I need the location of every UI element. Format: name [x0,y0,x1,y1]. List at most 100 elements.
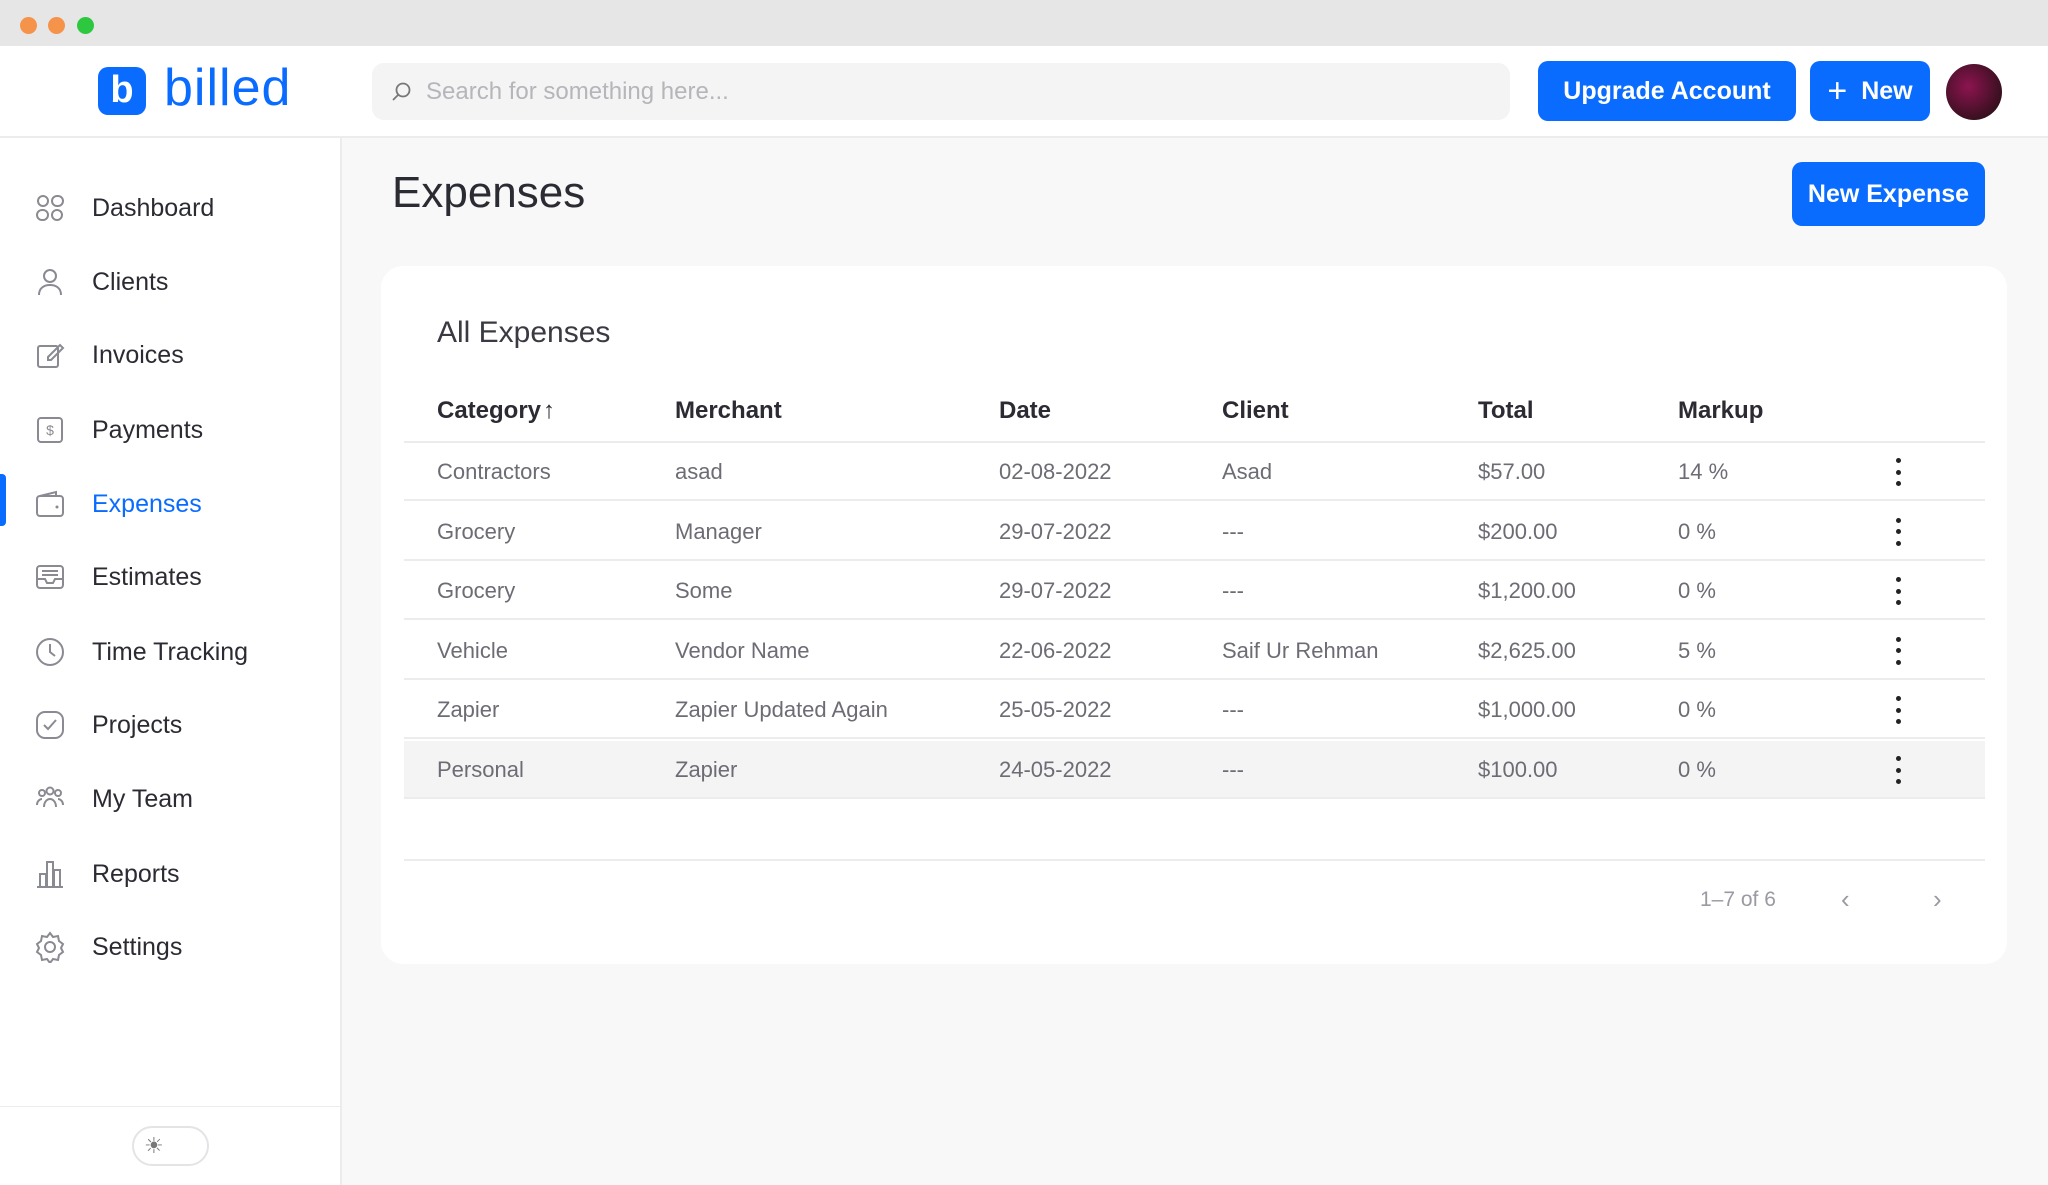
sidebar-item-label: Reports [92,859,180,888]
table-footer-divider [404,859,1985,861]
cell-total: $1,000.00 [1478,697,1576,723]
new-label: New [1861,76,1913,105]
cell-client: --- [1222,518,1244,544]
sidebar-item-estimates[interactable]: Estimates [0,547,340,607]
column-header-markup[interactable]: Markup [1678,397,1764,424]
window-titlebar [0,0,2048,46]
sidebar-item-settings[interactable]: Settings [0,917,340,977]
pagination-info: 1–7 of 6 [1700,888,1776,911]
row-menu-icon[interactable] [1892,574,1904,608]
sidebar-item-time-tracking[interactable]: Time Tracking [0,622,340,682]
sidebar-item-invoices[interactable]: Invoices [0,325,340,385]
cell-merchant: Zapier [675,757,738,782]
logo-icon[interactable]: b [98,67,146,115]
search-bar[interactable] [372,63,1510,120]
table-row[interactable]: Vehicle Vendor Name 22-06-2022 Saif Ur Rehm… [404,622,1985,680]
next-page-button[interactable]: › [1933,884,1942,914]
upgrade-label: Upgrade Account [1563,76,1771,105]
cell-markup: 14 % [1678,459,1729,484]
sidebar-item-label: Invoices [92,340,184,369]
check-icon [36,711,64,739]
cell-markup: 0 % [1678,757,1716,782]
new-expense-label: New Expense [1807,179,1970,208]
sidebar-item-reports[interactable]: Reports [0,844,340,904]
cell-total: $2,625.00 [1478,637,1576,663]
cell-category: Contractors [437,459,551,484]
cell-total: $57.00 [1478,459,1546,484]
cell-date: 29-07-2022 [999,578,1112,604]
column-header-category[interactable]: Category↑ [437,397,555,425]
sidebar-item-clients[interactable]: Clients [0,252,340,312]
table-row[interactable]: Zapier Zapier Updated Again 25-05-2022 --- $… [404,681,1985,740]
table-row[interactable]: Grocery Some 29-07-2022 --- $1,200.00 0 % [404,562,1985,621]
active-indicator [0,474,6,526]
row-menu-icon[interactable] [1892,515,1904,549]
cell-total: $200.00 [1478,518,1558,544]
minimize-window-button[interactable] [48,17,65,34]
cell-total: $100.00 [1478,757,1558,782]
page-title: Expenses [392,168,586,217]
maximize-window-button[interactable] [77,17,94,34]
sidebar-item-label: Estimates [92,562,202,591]
table-row[interactable]: Contractors asad 02-08-2022 Asad $57.00 14 % [404,443,1985,501]
cell-category: Personal [437,757,524,782]
cell-category: Zapier [437,697,500,723]
sidebar-item-label: Settings [92,932,183,961]
prev-page-button[interactable]: ‹ [1841,884,1850,914]
new-button[interactable]: + New [1810,61,1930,121]
column-label: Category [437,397,542,424]
svg-text:$: $ [46,422,54,438]
row-menu-icon[interactable] [1892,693,1904,727]
sidebar-item-dashboard[interactable]: Dashboard [0,178,340,238]
sun-icon: ☀ [144,1133,164,1158]
sidebar-item-label: Time Tracking [92,637,249,666]
sidebar-divider [0,1106,340,1107]
cell-client: Saif Ur Rehman [1222,637,1379,663]
cell-client: Asad [1222,459,1273,484]
grid-icon [36,195,64,221]
row-menu-icon[interactable] [1892,455,1904,489]
column-header-total[interactable]: Total [1478,397,1534,424]
theme-toggle[interactable]: ☀ [132,1126,209,1166]
row-menu-icon[interactable] [1892,753,1904,787]
logo-text[interactable]: billed [164,59,292,117]
card-title: All Expenses [437,316,611,349]
bar-chart-icon [37,861,63,888]
row-menu-icon[interactable] [1892,634,1904,668]
column-header-date[interactable]: Date [999,397,1052,424]
search-icon [392,82,411,101]
sidebar-item-payments[interactable]: $ Payments [0,400,340,460]
cell-date: 02-08-2022 [999,459,1112,484]
avatar[interactable] [1946,64,2002,120]
column-header-client[interactable]: Client [1222,397,1289,424]
sort-arrow-icon[interactable]: ↑ [543,397,556,424]
sidebar-item-projects[interactable]: Projects [0,695,340,755]
header-divider [404,441,1985,443]
cell-markup: 0 % [1678,697,1716,723]
inbox-icon [36,565,64,589]
table-row[interactable]: Personal Zapier 24-05-2022 --- $100.00 0 % [404,741,1985,799]
cell-merchant: Zapier Updated Again [675,697,888,723]
cell-client: --- [1222,757,1244,782]
wallet-icon [36,490,64,517]
column-header-merchant[interactable]: Merchant [675,397,782,424]
cell-category: Vehicle [437,637,508,663]
plus-icon: + [1827,71,1848,110]
cell-date: 22-06-2022 [999,637,1112,663]
sidebar-item-label: Clients [92,267,169,296]
cell-markup: 0 % [1678,518,1716,544]
cell-merchant: asad [675,459,723,484]
edit-icon [37,343,65,368]
table-row[interactable]: Grocery Manager 29-07-2022 --- $200.00 0 % [404,503,1985,561]
upgrade-account-button[interactable]: Upgrade Account [1538,61,1796,121]
cell-merchant: Vendor Name [675,637,810,663]
cell-date: 24-05-2022 [999,757,1112,782]
cell-total: $1,200.00 [1478,578,1576,604]
sidebar-item-my-team[interactable]: My Team [0,769,340,829]
new-expense-button[interactable]: New Expense [1792,162,1985,226]
search-input[interactable] [426,77,1426,106]
sidebar-item-label: Projects [92,710,183,739]
sidebar-item-expenses[interactable]: Expenses [0,474,340,534]
clock-icon [36,638,64,666]
close-window-button[interactable] [20,17,37,34]
